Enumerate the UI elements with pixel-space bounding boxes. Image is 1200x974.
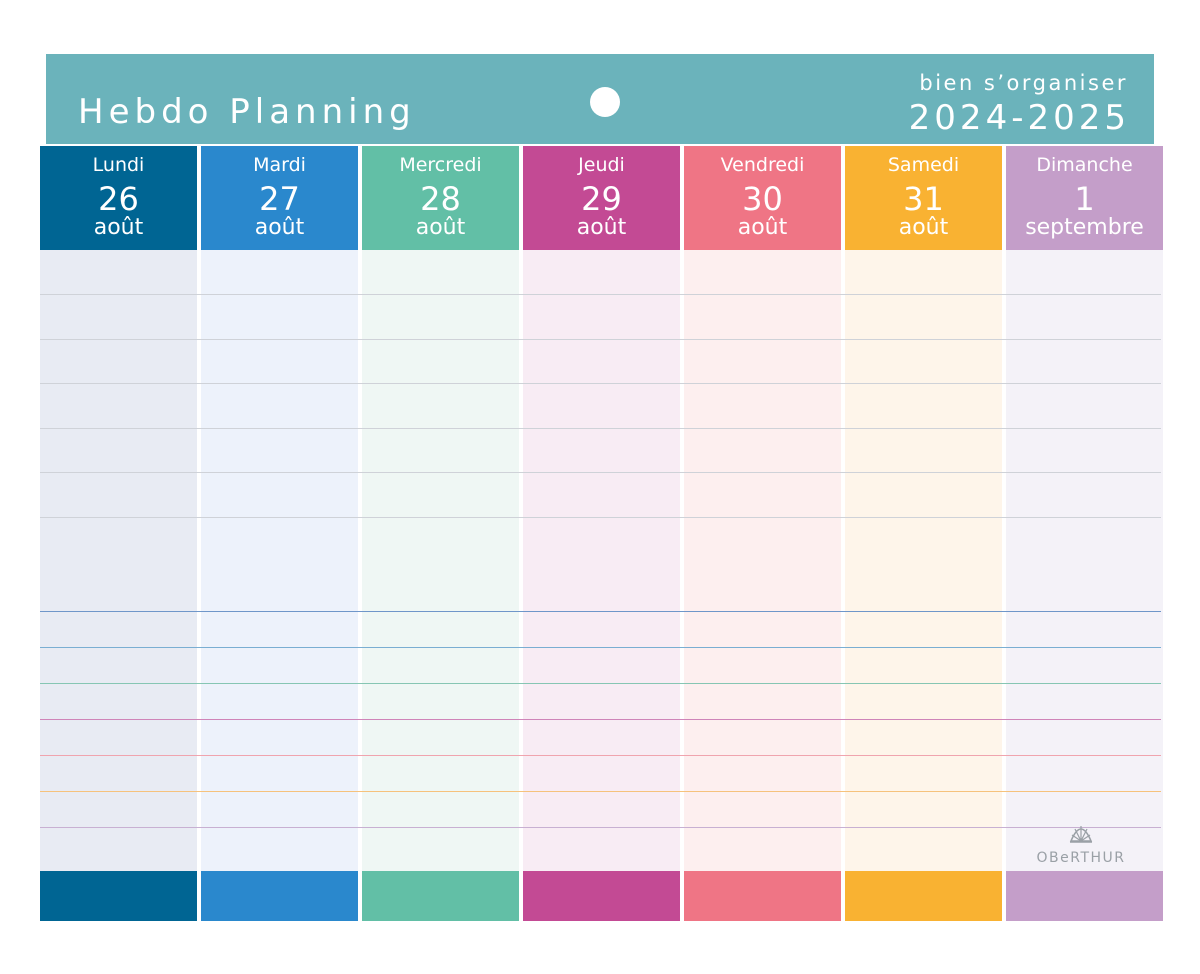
day-notes-area[interactable] — [684, 250, 841, 871]
day-notes-area[interactable] — [523, 250, 680, 871]
day-footer — [523, 871, 680, 921]
day-month: août — [415, 215, 466, 240]
day-number: 26 — [98, 180, 139, 218]
day-column-mercredi: Mercredi 28 août — [362, 146, 519, 922]
day-month: septembre — [1025, 215, 1144, 240]
day-name: Dimanche — [1036, 154, 1133, 176]
day-header: Lundi 26 août — [40, 146, 197, 250]
ruled-line — [40, 383, 1161, 384]
day-month: août — [254, 215, 305, 240]
ruled-line — [40, 827, 1161, 828]
page-title: Hebdo Planning — [78, 92, 416, 132]
ruled-line — [40, 294, 1161, 295]
day-number: 30 — [742, 180, 783, 218]
day-header: Samedi 31 août — [845, 146, 1002, 250]
ruled-line — [40, 719, 1161, 720]
day-name: Jeudi — [578, 154, 625, 176]
ruled-line — [40, 791, 1161, 792]
shell-logo-icon — [1068, 826, 1094, 848]
ruled-line — [40, 755, 1161, 756]
day-month: août — [93, 215, 144, 240]
ruled-line — [40, 611, 1161, 612]
day-header: Mercredi 28 août — [362, 146, 519, 250]
day-month: août — [576, 215, 627, 240]
day-column-lundi: Lundi 26 août — [40, 146, 197, 922]
day-number: 28 — [420, 180, 461, 218]
day-footer — [201, 871, 358, 921]
day-notes-area[interactable] — [1006, 250, 1163, 871]
header-banner: Hebdo Planning bien s’organiser 2024-202… — [46, 54, 1154, 144]
day-notes-area[interactable] — [40, 250, 197, 871]
ruled-line — [40, 428, 1161, 429]
ruled-line — [40, 647, 1161, 648]
day-footer — [362, 871, 519, 921]
day-column-dimanche: Dimanche 1 septembre — [1006, 146, 1163, 922]
day-footer — [845, 871, 1002, 921]
day-column-vendredi: Vendredi 30 août — [684, 146, 841, 922]
day-header: Vendredi 30 août — [684, 146, 841, 250]
day-month: août — [737, 215, 788, 240]
binding-hole — [590, 87, 620, 117]
day-month: août — [898, 215, 949, 240]
day-notes-area[interactable] — [845, 250, 1002, 871]
day-footer — [684, 871, 841, 921]
day-name: Mardi — [253, 154, 306, 176]
ruled-line — [40, 683, 1161, 684]
day-footer — [40, 871, 197, 921]
day-column-jeudi: Jeudi 29 août — [523, 146, 680, 922]
day-notes-area[interactable] — [362, 250, 519, 871]
day-header: Dimanche 1 septembre — [1006, 146, 1163, 250]
ruled-line — [40, 517, 1161, 518]
brand-name: OBeRTHUR — [1036, 850, 1126, 866]
day-number: 27 — [259, 180, 300, 218]
day-name: Vendredi — [720, 154, 805, 176]
header-subtitle: bien s’organiser — [919, 71, 1128, 95]
day-header: Jeudi 29 août — [523, 146, 680, 250]
day-header: Mardi 27 août — [201, 146, 358, 250]
day-name: Samedi — [887, 154, 960, 176]
day-notes-area[interactable] — [201, 250, 358, 871]
day-name: Lundi — [92, 154, 145, 176]
ruled-line — [40, 339, 1161, 340]
day-column-samedi: Samedi 31 août — [845, 146, 1002, 922]
brand-logo: OBeRTHUR — [1034, 822, 1128, 866]
ruled-line — [40, 472, 1161, 473]
day-footer — [1006, 871, 1163, 921]
day-number: 29 — [581, 180, 622, 218]
day-number: 1 — [1074, 180, 1095, 218]
day-number: 31 — [903, 180, 944, 218]
day-column-mardi: Mardi 27 août — [201, 146, 358, 922]
header-year: 2024-2025 — [908, 98, 1130, 138]
day-name: Mercredi — [399, 154, 482, 176]
